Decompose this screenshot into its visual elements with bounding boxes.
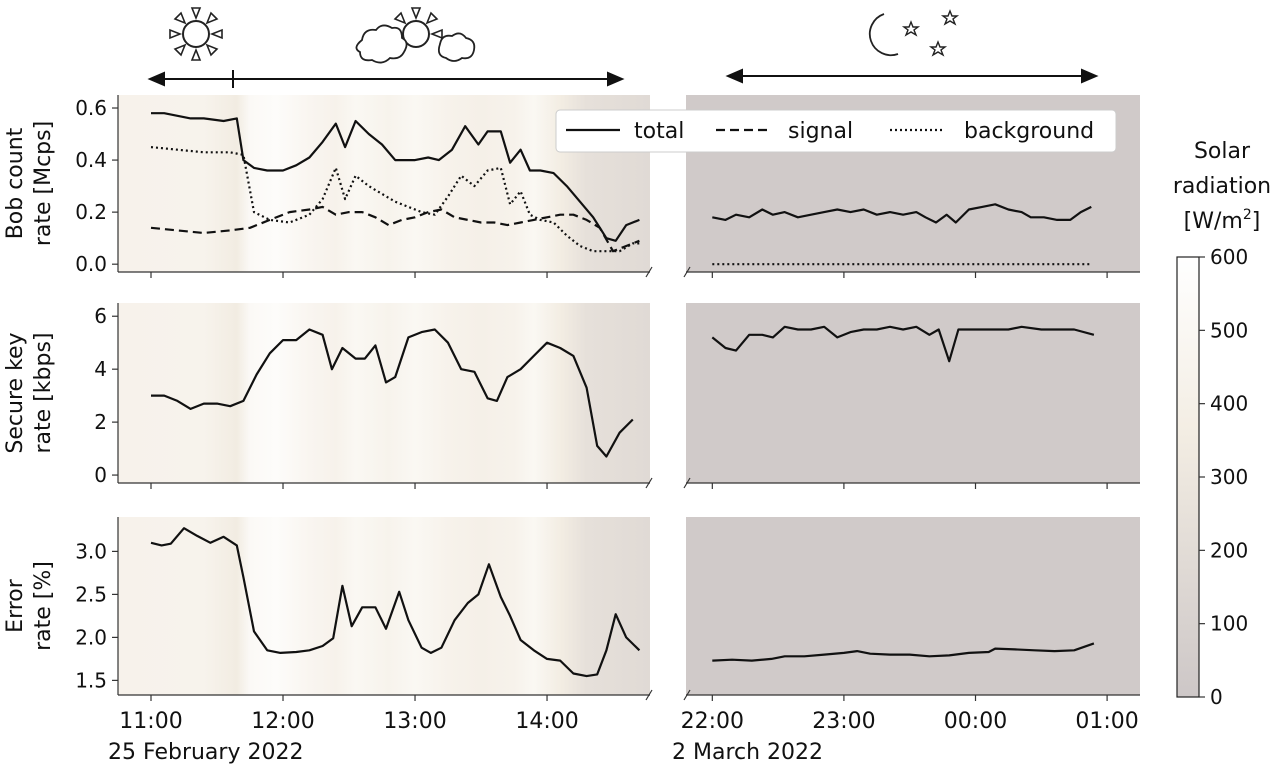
panel-key-right-background <box>686 303 1140 483</box>
series-total-error-left <box>150 527 641 678</box>
axis-break-mark <box>683 689 691 701</box>
colorbar-label-line1: Solar <box>1194 139 1251 164</box>
series-total-key-right <box>711 325 1095 363</box>
axis-break-mark <box>645 266 653 278</box>
y-tick-label: 0.6 <box>75 96 107 120</box>
colorbar-tick-label: 500 <box>1210 318 1248 342</box>
panel-count-y-axis-label: rate [Mcps] <box>31 121 56 246</box>
legend-label-signal: signal <box>788 119 853 144</box>
daytime-span-arrow <box>147 70 625 88</box>
series-background-count-left <box>150 146 640 253</box>
colorbar-tick-label: 0 <box>1210 685 1223 709</box>
panel-error-y-axis-label: rate [%] <box>31 561 56 651</box>
x-tick-label: 01:00 <box>1075 709 1138 734</box>
axis-break-mark <box>683 266 691 278</box>
y-tick-label: 0.0 <box>75 252 107 276</box>
colorbar: 0 100 200 300 400 500 600 Solar radiation [W/m… <box>1173 139 1271 709</box>
panel-key-y-axis-label: rate [kbps] <box>31 333 56 454</box>
series-total-key-left <box>151 328 634 458</box>
series-total-error-right <box>712 642 1095 662</box>
x-tick-label: 00:00 <box>944 709 1007 734</box>
y-tick-label: 0 <box>94 463 107 487</box>
colorbar-label-line3: [W/m2] <box>1184 207 1261 234</box>
panel-count-y-axis-label: Bob count <box>3 127 28 239</box>
legend-label-background: background <box>964 119 1094 144</box>
y-tick-label: 0.4 <box>75 148 107 172</box>
panel-error-y-axis-label: Error <box>3 578 28 633</box>
series-total-count-left <box>151 112 640 242</box>
axis-break-mark <box>683 477 691 489</box>
night-span-arrow <box>725 68 1099 84</box>
y-tick-label: 4 <box>94 357 107 381</box>
colorbar-gradient <box>1176 256 1200 698</box>
panel-error-left-background <box>118 517 650 695</box>
x-tick-label: 23:00 <box>812 709 875 734</box>
y-tick-label: 0.2 <box>75 200 107 224</box>
x-tick-label: 12:00 <box>251 709 314 734</box>
y-tick-label: 3.0 <box>75 539 107 563</box>
axis-break-mark <box>645 689 653 701</box>
colorbar-tick-label: 200 <box>1210 538 1248 562</box>
y-tick-label: 2.0 <box>75 625 107 649</box>
y-tick-label: 1.5 <box>75 668 107 692</box>
legend-label-total: total <box>634 119 684 144</box>
panel-error-right-background <box>686 517 1140 695</box>
colorbar-tick-label: 300 <box>1210 465 1248 489</box>
right-date-label: 2 March 2022 <box>672 740 823 765</box>
left-date-label: 25 February 2022 <box>108 740 303 765</box>
y-tick-label: 6 <box>94 304 107 328</box>
panel-key-left-background <box>118 303 650 483</box>
colorbar-label-line2: radiation <box>1173 174 1271 199</box>
colorbar-tick-label: 100 <box>1210 612 1248 636</box>
x-tick-label: 22:00 <box>681 709 744 734</box>
legend: total signal background <box>555 109 1117 153</box>
colorbar-tick-label: 400 <box>1210 392 1248 416</box>
sun-behind-clouds-icon <box>355 7 476 64</box>
colorbar-tick-label: 600 <box>1210 245 1248 269</box>
x-tick-label: 11:00 <box>119 709 182 734</box>
series-total-count-right <box>712 203 1092 224</box>
y-tick-label: 2 <box>94 410 107 434</box>
sun-icon <box>169 7 223 61</box>
x-tick-label: 14:00 <box>515 709 578 734</box>
series-signal-count-left <box>150 205 640 253</box>
axis-break-mark <box>645 477 653 489</box>
moon-and-stars-icon <box>868 9 960 57</box>
y-tick-label: 2.5 <box>75 582 107 606</box>
panel-key-y-axis-label: Secure key <box>3 332 28 453</box>
x-tick-label: 13:00 <box>383 709 446 734</box>
